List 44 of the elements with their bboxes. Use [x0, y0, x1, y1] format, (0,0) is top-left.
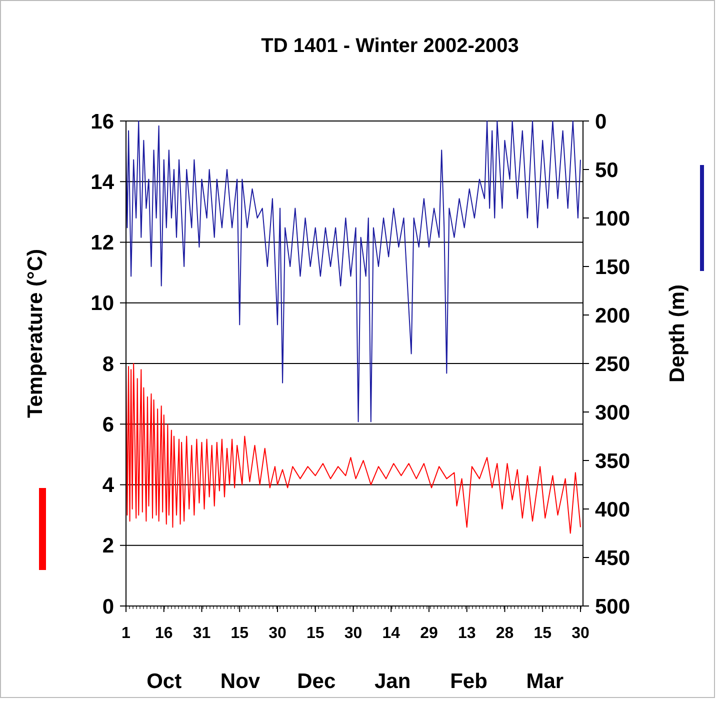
x-tick-label: 15 [534, 625, 552, 642]
y-tick-label: 2 [102, 534, 114, 558]
y-tick-label: 16 [90, 110, 114, 134]
x-tick-label: 30 [344, 625, 362, 642]
chart-title: TD 1401 - Winter 2002-2003 [261, 35, 519, 57]
y2-tick-label: 0 [595, 110, 607, 134]
y2-tick-label: 450 [595, 546, 630, 570]
text: Mar [526, 670, 564, 693]
y2-axis-title: Depth (m) [666, 284, 689, 382]
y2-tick-label: 250 [595, 352, 630, 376]
x-tick-label: 29 [420, 625, 438, 642]
line-series [126, 120, 581, 422]
y-tick-label: 12 [90, 232, 114, 255]
y2-tick-label: 150 [595, 256, 630, 279]
x-tick-label: 31 [192, 625, 211, 642]
text: Nov [220, 670, 260, 693]
y-axis-title: Temperature (°C) [24, 248, 47, 418]
x-tick-label: 13 [458, 625, 476, 642]
y2-tick-label: 50 [595, 158, 618, 182]
text: Dec [297, 670, 336, 693]
text: Jan [374, 670, 411, 693]
x-tick-label: 15 [306, 625, 324, 642]
y-tick-label: 6 [102, 413, 114, 436]
y2-tick-label: 200 [595, 304, 630, 328]
x-tick-label: 30 [268, 625, 286, 642]
x-tick-label: 14 [382, 625, 400, 642]
y-tick-label: 4 [102, 474, 114, 498]
x-tick-label: 15 [230, 625, 249, 642]
y-tick-label: 14 [90, 170, 114, 194]
x-tick-label: 28 [496, 625, 514, 642]
x-tick-label: 30 [572, 625, 590, 642]
y-tick-label: 8 [102, 352, 114, 376]
y2-tick-label: 300 [595, 401, 630, 424]
x-tick-label: 1 [122, 625, 131, 642]
line-series [126, 363, 581, 534]
y-tick-label: 0 [102, 595, 114, 618]
text: Oct [146, 670, 182, 693]
y2-tick-label: 400 [595, 498, 630, 522]
y2-tick-label: 500 [595, 595, 630, 618]
y-tick-label: 10 [90, 292, 114, 316]
y2-tick-label: 100 [595, 207, 630, 230]
x-tick-label: 16 [154, 625, 173, 642]
y2-tick-label: 350 [595, 450, 630, 473]
text: Feb [450, 670, 488, 693]
